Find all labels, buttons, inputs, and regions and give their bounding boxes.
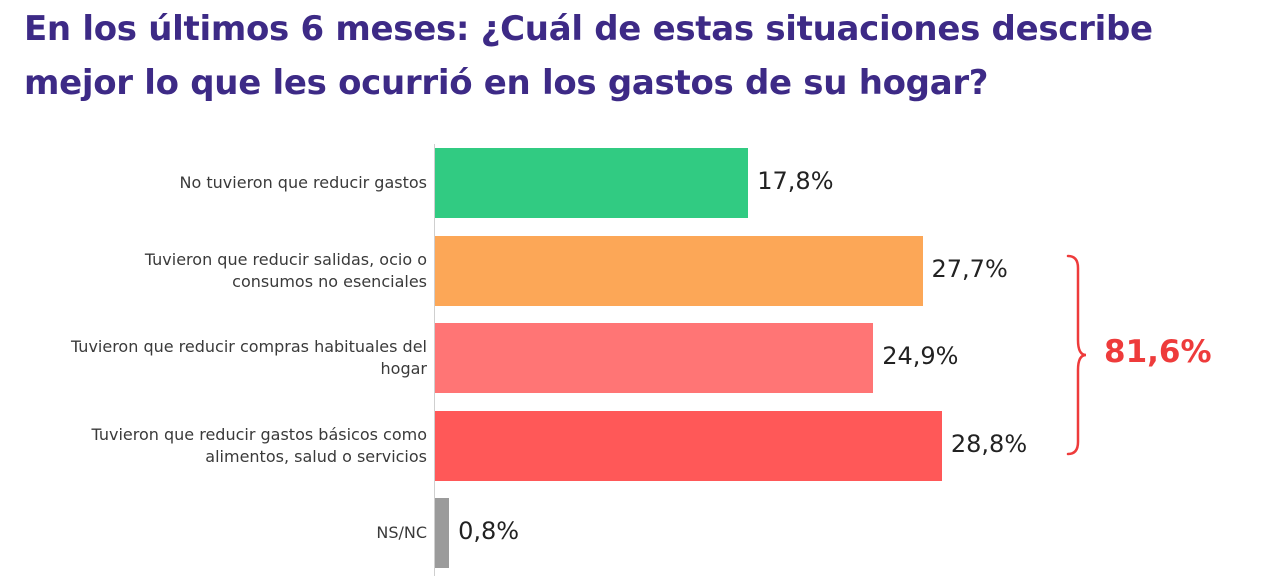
- bar-1: [435, 235, 923, 306]
- category-label-3-line-1: alimentos, salud o servicios: [205, 446, 427, 466]
- chart-title-line-2: mejor lo que les ocurrió en los gastos d…: [24, 63, 989, 103]
- value-label-0: 17,8%: [757, 167, 834, 195]
- category-label-2: Tuvieron que reducir compras habituales …: [7, 336, 427, 380]
- bar-0: [435, 148, 749, 218]
- category-label-3-line-0: Tuvieron que reducir gastos básicos como: [91, 424, 427, 444]
- value-label-2: 24,9%: [882, 342, 959, 370]
- category-label-0: No tuvieron que reducir gastos: [7, 172, 427, 194]
- value-label-1: 27,7%: [931, 254, 1008, 283]
- category-label-0-line-0: No tuvieron que reducir gastos: [179, 173, 427, 192]
- value-label-4: 0,8%: [458, 517, 520, 545]
- category-label-1-line-1: consumos no esenciales: [232, 271, 427, 291]
- category-label-4-line-0: NS/NC: [376, 523, 427, 542]
- bracket-icon: [1066, 254, 1087, 456]
- bar-2: [435, 323, 874, 393]
- bar-3: [435, 410, 942, 481]
- category-label-3: Tuvieron que reducir gastos básicos como…: [7, 424, 427, 468]
- category-label-1-line-0: Tuvieron que reducir salidas, ocio o: [144, 249, 427, 269]
- chart-title-line-1: En los últimos 6 meses: ¿Cuál de estas s…: [24, 9, 1153, 49]
- bar-4: [435, 498, 450, 568]
- value-label-3: 28,8%: [950, 429, 1028, 458]
- chart-title: En los últimos 6 meses: ¿Cuál de estas s…: [24, 2, 1254, 110]
- category-axis-line: [434, 144, 435, 576]
- bracket-total-label: 81,6%: [1104, 334, 1212, 370]
- category-label-2-line-1: hogar: [380, 359, 427, 378]
- category-label-1: Tuvieron que reducir salidas, ocio o cons…: [7, 249, 427, 293]
- category-label-2-line-0: Tuvieron que reducir compras habituales …: [70, 337, 427, 356]
- category-label-4: NS/NC: [7, 522, 427, 544]
